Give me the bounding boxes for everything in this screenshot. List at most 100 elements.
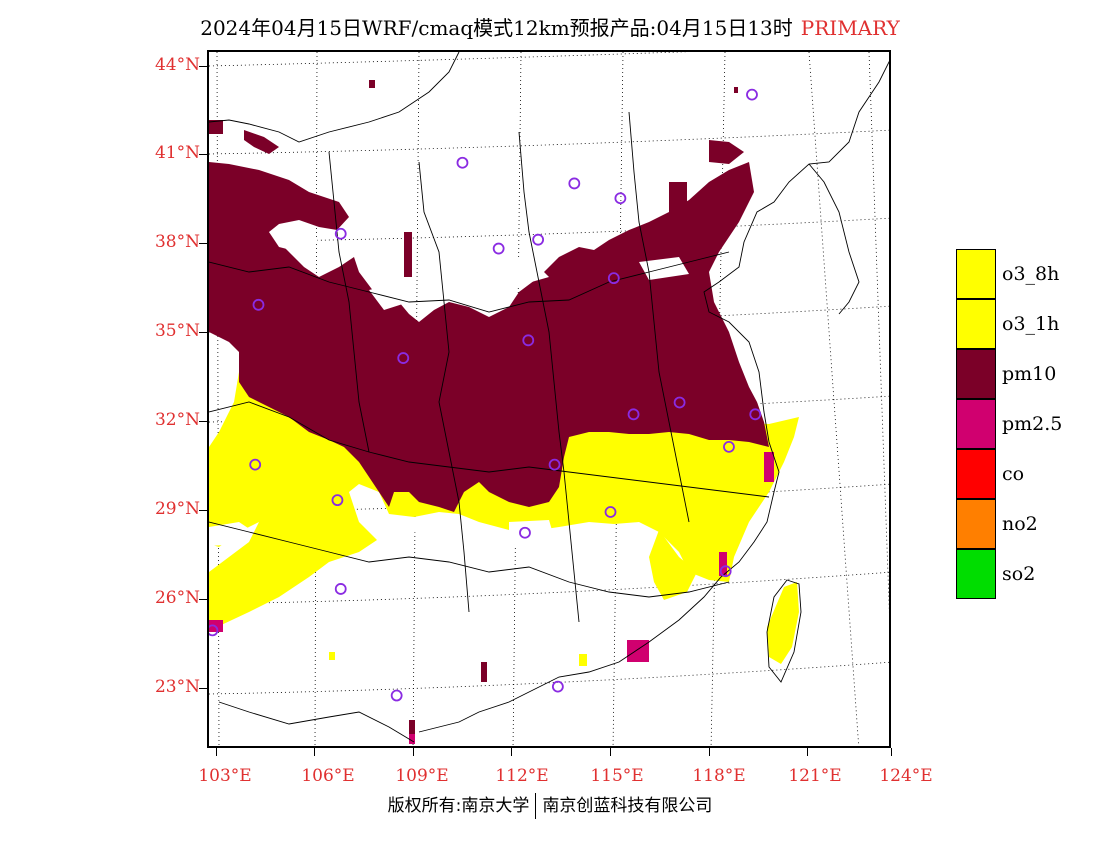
axis-tick [807, 748, 808, 756]
station-marker [334, 583, 347, 595]
forecast-map[interactable] [207, 50, 891, 748]
axis-tick [199, 243, 207, 244]
station-marker [627, 408, 640, 421]
lat-label-41: 41°N [154, 143, 200, 163]
axis-tick [199, 66, 207, 67]
pm10-patch [209, 120, 223, 134]
korea-coast [808, 163, 860, 315]
lon-label-118: 118°E [692, 766, 746, 786]
latitude-line [209, 129, 889, 155]
station-marker [492, 242, 505, 255]
lon-label-124: 124°E [879, 766, 933, 786]
latitude-line [209, 52, 691, 67]
lon-label-103: 103°E [198, 766, 252, 786]
axis-tick [199, 332, 207, 333]
o3-area-east [649, 530, 697, 600]
axis-tick [413, 748, 414, 756]
station-marker [532, 233, 545, 246]
station-marker [397, 352, 410, 364]
longitude-line [868, 52, 889, 614]
station-marker [252, 298, 265, 311]
legend-label: pm10 [1002, 363, 1057, 385]
lat-label-32: 32°N [154, 410, 200, 430]
lat-label-23: 23°N [154, 677, 200, 697]
axis-tick [199, 154, 207, 155]
copyright-company: 南京创蓝科技有限公司 [542, 796, 713, 816]
o3-patch [579, 654, 587, 666]
station-marker [614, 192, 627, 205]
pm10-patch [369, 80, 375, 88]
station-marker [607, 272, 620, 285]
axis-tick [314, 748, 315, 756]
longitude-line [808, 52, 860, 746]
station-marker [746, 88, 758, 101]
province-border [628, 111, 690, 523]
longitude-line [216, 52, 220, 746]
longitude-line [512, 52, 522, 746]
legend-swatch [956, 299, 996, 349]
pm10-patch [409, 720, 415, 734]
station-marker [209, 624, 219, 637]
station-marker [548, 458, 561, 471]
legend-swatch [956, 499, 996, 549]
longitude-line [314, 52, 318, 746]
station-marker [551, 680, 564, 693]
clear-area-north [269, 227, 689, 310]
axis-tick [511, 748, 512, 756]
station-marker [749, 408, 762, 421]
pm25-patch [719, 552, 727, 576]
lat-label-44: 44°N [154, 55, 200, 75]
province-border [209, 521, 730, 598]
lat-label-38: 38°N [154, 232, 200, 252]
pm10-area-north [244, 130, 279, 154]
province-border [328, 151, 370, 453]
pm25-patch [764, 452, 774, 482]
station-marker [522, 334, 535, 347]
legend-label: o3_8h [1002, 263, 1060, 285]
province-border [418, 161, 470, 613]
footer-separator [535, 793, 537, 819]
axis-tick [610, 748, 611, 756]
map-title: 2024年04月15日WRF/cmaq模式12km预报产品:04月15日13时 P… [0, 12, 1100, 41]
o3-patch [329, 652, 335, 660]
station-marker [719, 565, 732, 578]
latitude-line [209, 217, 889, 243]
legend-swatch [956, 449, 996, 499]
legend-label: co [1002, 463, 1025, 485]
axis-tick [199, 688, 207, 689]
legend-swatch [956, 349, 996, 399]
lat-label-26: 26°N [154, 588, 200, 608]
legend-label: no2 [1002, 513, 1038, 535]
station-marker [519, 526, 531, 539]
station-marker [334, 227, 347, 240]
taiwan-coast [766, 579, 802, 683]
lon-label-106: 106°E [301, 766, 355, 786]
lon-label-115: 115°E [590, 766, 644, 786]
pm10-patch [734, 87, 738, 93]
station-marker [723, 440, 735, 453]
legend-label: pm2.5 [1002, 413, 1063, 435]
pm10-patch [404, 232, 412, 277]
legend-swatch [956, 249, 996, 299]
axis-tick [709, 748, 710, 756]
longitude-line [710, 52, 726, 746]
title-text: 2024年04月15日WRF/cmaq模式12km预报产品:04月15日13时 [200, 16, 793, 40]
province-border [209, 251, 730, 313]
axis-tick [199, 421, 207, 422]
axis-tick [216, 748, 217, 756]
lon-label-112: 112°E [495, 766, 549, 786]
boundaries [209, 52, 889, 743]
axis-tick [891, 748, 892, 756]
axis-tick [199, 599, 207, 600]
map-svg [209, 52, 889, 746]
station-markers [209, 88, 762, 702]
lon-label-121: 121°E [788, 766, 842, 786]
axis-tick [199, 510, 207, 511]
station-marker [249, 458, 262, 471]
province-border [209, 401, 770, 498]
pm10-patch [481, 662, 487, 682]
station-marker [390, 689, 403, 702]
legend-label: so2 [1002, 563, 1036, 585]
station-marker [673, 396, 686, 409]
station-marker [456, 156, 469, 169]
